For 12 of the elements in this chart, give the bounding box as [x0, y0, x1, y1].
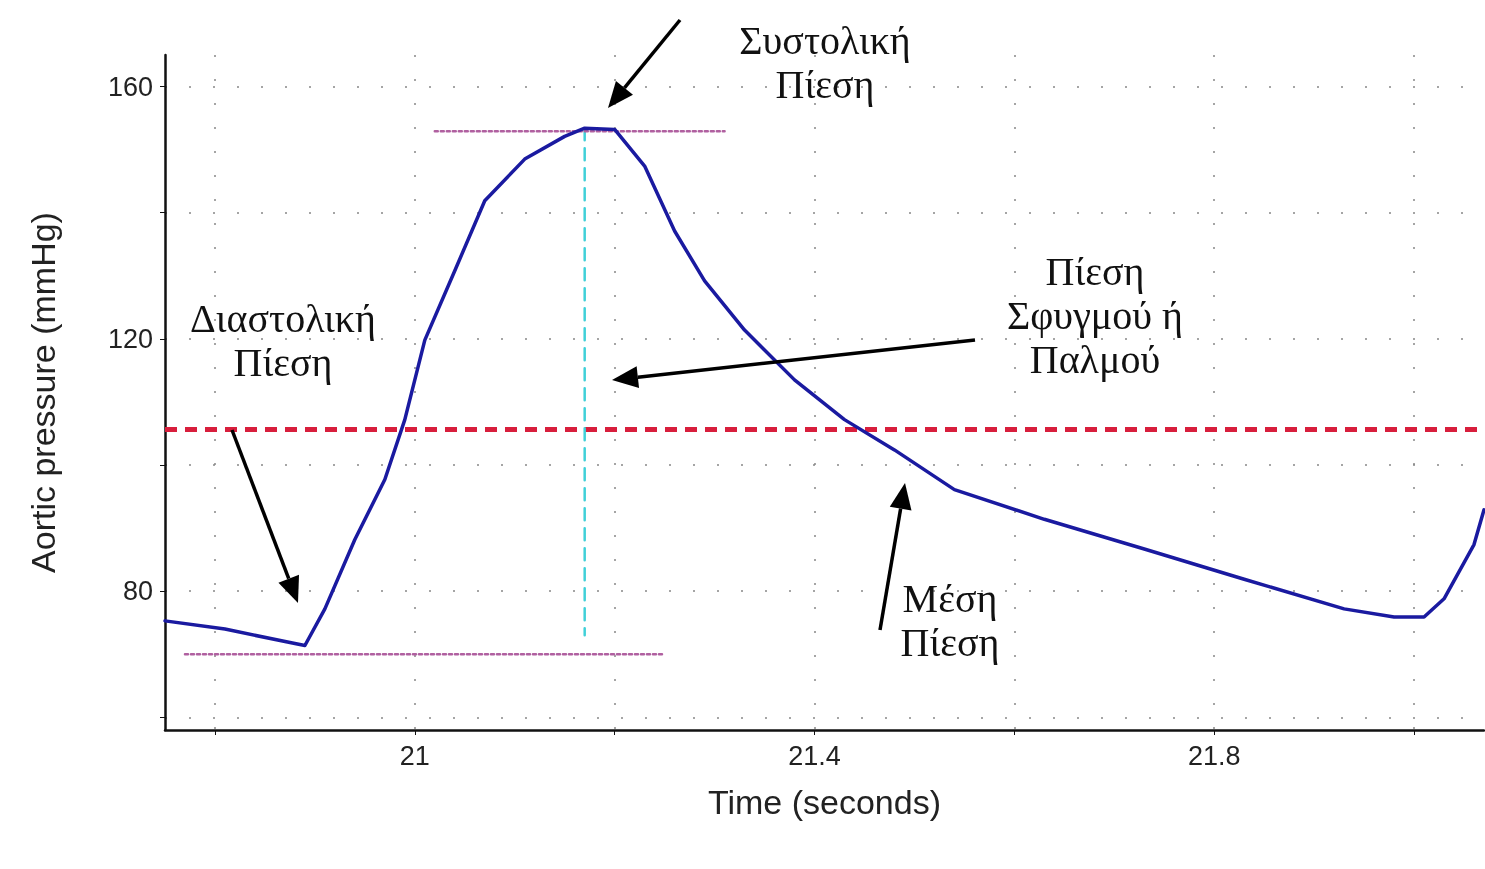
y-tick-label: 160 [107, 71, 153, 102]
annotation: Συστολική Πίεση [739, 18, 911, 107]
x-tick-label: 21 [399, 740, 430, 771]
annotation: Διαστολική Πίεση [190, 296, 376, 385]
x-tick-label: 21.4 [788, 740, 841, 771]
x-tick-label: 21.8 [1187, 740, 1241, 771]
y-tick-label: 120 [107, 323, 153, 354]
y-tick-label: 80 [122, 576, 153, 607]
annotation: Πίεση Σφυγμού ή Παλμού [1006, 249, 1184, 382]
annotation: Μέση Πίεση [900, 576, 1000, 665]
x-axis-title: Time (seconds) [707, 783, 942, 821]
y-axis-title: Aortic pressure (mmHg) [24, 212, 62, 573]
